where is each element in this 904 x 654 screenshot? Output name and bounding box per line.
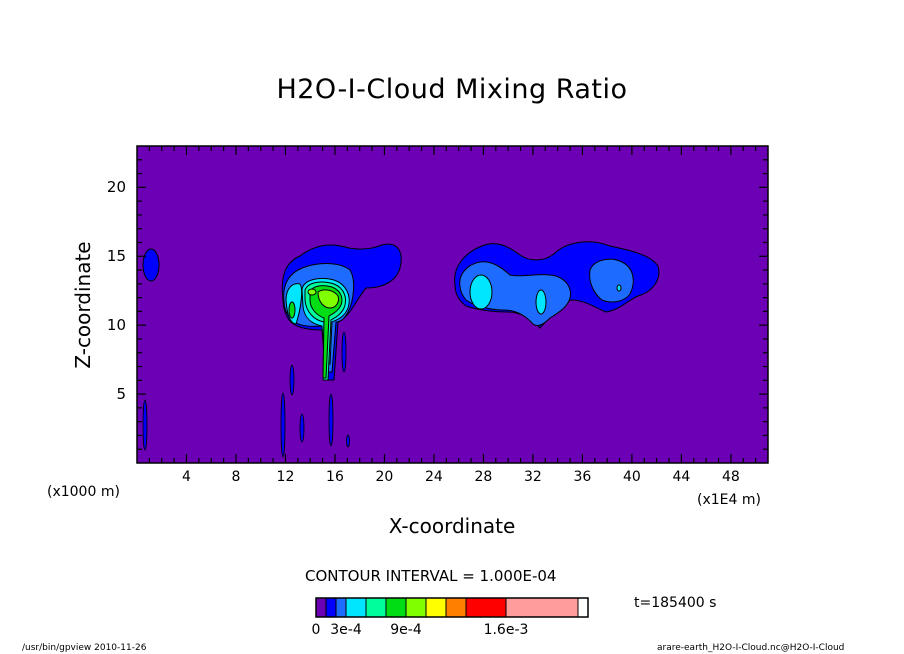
contour-trace bbox=[346, 434, 350, 448]
contour-fields bbox=[142, 241, 660, 458]
colorbar-cell bbox=[345, 597, 367, 618]
contour-anvil-right-level2 bbox=[589, 258, 634, 303]
colorbar-cells bbox=[315, 597, 579, 618]
colorbar-cell bbox=[505, 597, 579, 618]
colorbar-cell bbox=[425, 597, 447, 618]
time-stamp: t=185400 s bbox=[634, 595, 717, 611]
colorbar-label: 3e-4 bbox=[330, 622, 362, 638]
x-tick-label: 24 bbox=[425, 469, 443, 485]
x-tick-label: 48 bbox=[721, 469, 740, 485]
x-tick-label: 44 bbox=[672, 469, 691, 485]
footer-right: arare-earth_H2O-I-Cloud.nc@H2O-I-Cloud bbox=[657, 643, 845, 653]
colorbar-label: 0 bbox=[311, 622, 321, 638]
contour-trace bbox=[289, 364, 295, 396]
plot-background bbox=[137, 146, 768, 463]
x-tick-label: 20 bbox=[375, 469, 394, 485]
colorbar-cell bbox=[325, 597, 337, 618]
colorbar-cell bbox=[365, 597, 387, 618]
y-tick-label: 20 bbox=[106, 178, 126, 197]
x-axis-label: X-coordinate bbox=[388, 514, 516, 538]
y-tick-label: 10 bbox=[106, 316, 126, 335]
contour-trace bbox=[341, 331, 347, 373]
contour-anvil-core-mid bbox=[535, 289, 547, 315]
contour-anvil-core-right bbox=[616, 284, 622, 292]
x-tick-label: 12 bbox=[276, 469, 295, 485]
footer-left: /usr/bin/gpview 2010-11-26 bbox=[22, 643, 147, 653]
plot-frame bbox=[136, 145, 769, 464]
x-tick-label: 28 bbox=[474, 469, 493, 485]
chart-title: H2O-I-Cloud Mixing Ratio bbox=[276, 74, 628, 105]
colorbar-cell bbox=[405, 597, 427, 618]
contour-anvil-core-left bbox=[469, 274, 493, 310]
colorbar-label: 9e-4 bbox=[390, 622, 422, 638]
x-tick-label: 32 bbox=[523, 469, 542, 485]
x-tick-label: 36 bbox=[573, 469, 592, 485]
y-tick-label: 5 bbox=[116, 385, 126, 404]
colorbar-label: 1.6e-3 bbox=[483, 622, 529, 638]
contour-trace bbox=[142, 399, 148, 451]
contour-green-spot bbox=[288, 301, 296, 319]
colorbar-frame bbox=[315, 597, 589, 618]
contour-trace bbox=[328, 393, 334, 447]
colorbar-cell bbox=[445, 597, 467, 618]
colorbar-cell bbox=[335, 597, 347, 618]
axis-ticks bbox=[137, 146, 768, 463]
contour-convective-core bbox=[317, 289, 339, 309]
x-tick-label: 8 bbox=[231, 469, 241, 485]
y-tick-label: 15 bbox=[106, 247, 126, 266]
x-tick-label: 40 bbox=[622, 469, 641, 485]
contour-convective-level5 bbox=[309, 285, 343, 379]
contour-trace bbox=[280, 392, 286, 458]
contour-trace bbox=[299, 413, 305, 443]
colorbar-cell bbox=[385, 597, 407, 618]
z-unit-note: (x1000 m) bbox=[47, 484, 120, 500]
x-unit-note: (x1E4 m) bbox=[697, 492, 761, 508]
x-tick-label: 4 bbox=[182, 469, 191, 485]
colorbar-cell bbox=[465, 597, 507, 618]
contour-interval: CONTOUR INTERVAL = 1.000E-04 bbox=[305, 567, 557, 585]
contour-isolated-cloud bbox=[142, 248, 160, 282]
colorbar-cell bbox=[315, 597, 327, 618]
contour-core-spot bbox=[307, 288, 317, 296]
x-tick-label: 16 bbox=[326, 469, 344, 485]
